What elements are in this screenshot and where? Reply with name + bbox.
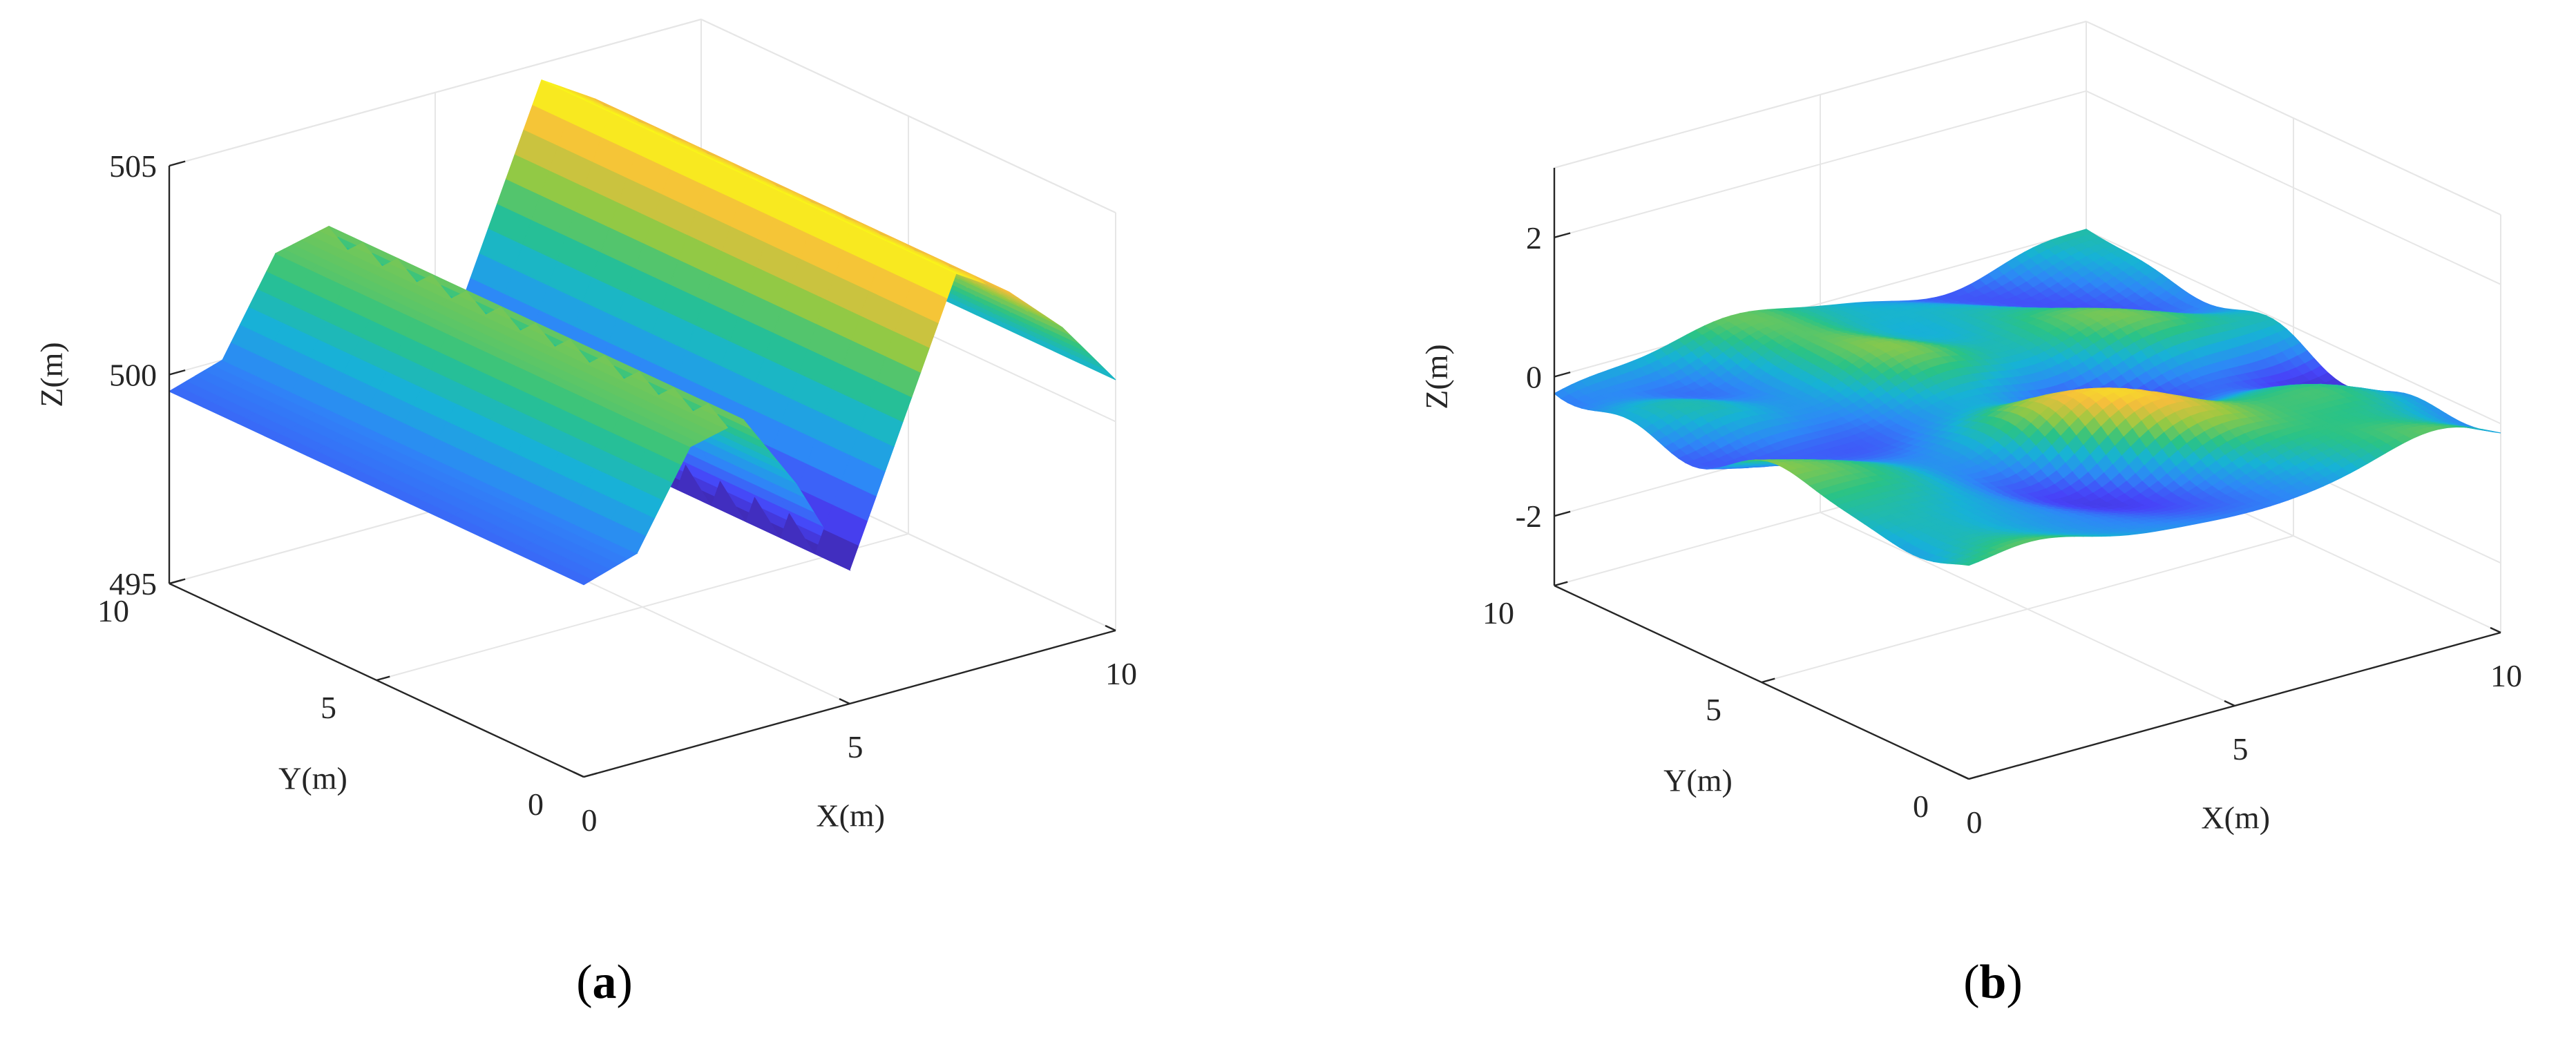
x-tick-label: 5 bbox=[2233, 731, 2249, 767]
floor-gridline-y bbox=[376, 533, 909, 681]
top-edge bbox=[700, 19, 1116, 213]
back-wall-gridline-horizontal bbox=[1554, 90, 2087, 238]
panel-a-axes bbox=[168, 160, 1116, 778]
x-tick bbox=[2224, 700, 2235, 707]
side-wall-gridline-horizontal bbox=[2086, 90, 2501, 285]
back-wall-gridline-horizontal bbox=[1554, 229, 2087, 378]
z-tick bbox=[169, 160, 186, 167]
y-tick bbox=[1968, 774, 1983, 780]
x-tick bbox=[2490, 626, 2501, 634]
z-tick-label: 505 bbox=[109, 148, 157, 184]
panel-a-surface bbox=[168, 79, 1116, 586]
y-tick-label: 10 bbox=[1482, 595, 1514, 630]
y-tick bbox=[1761, 677, 1775, 684]
surface-patch bbox=[2485, 430, 2501, 434]
z-tick-label: 500 bbox=[109, 358, 157, 393]
x-axis-title: X(m) bbox=[2201, 800, 2270, 835]
surface-patch bbox=[1071, 354, 1116, 381]
caption-b: (b) bbox=[1963, 956, 2023, 1009]
z-tick-label: 2 bbox=[1526, 220, 1542, 256]
y-tick-label: 0 bbox=[1913, 789, 1929, 824]
panel-b-chart: 0 5 10 0 5 10 -2 0 2 X(m) Y(m) Z(m) bbox=[1419, 21, 2522, 840]
y-tick-label: 10 bbox=[97, 593, 129, 628]
x-tick-label: 10 bbox=[1105, 656, 1137, 691]
z-tick-label: 495 bbox=[109, 566, 157, 601]
x-tick-label: 5 bbox=[848, 729, 864, 764]
y-tick bbox=[583, 772, 598, 778]
x-axis-title: X(m) bbox=[816, 798, 885, 833]
z-axis-title: Z(m) bbox=[1419, 344, 1454, 410]
y-tick-label: 0 bbox=[528, 787, 544, 822]
z-tick bbox=[1554, 510, 1571, 517]
y-tick bbox=[1554, 581, 1568, 587]
z-tick bbox=[169, 578, 186, 585]
top-edge bbox=[169, 19, 702, 166]
x-tick bbox=[839, 697, 850, 705]
z-tick bbox=[1554, 232, 1571, 238]
y-axis-title: Y(m) bbox=[278, 760, 347, 796]
x-tick-label: 0 bbox=[1967, 805, 1983, 840]
y-tick-label: 5 bbox=[321, 690, 336, 725]
side-wall-gridline-horizontal bbox=[2086, 229, 2501, 425]
caption-a: (a) bbox=[576, 956, 633, 1009]
z-tick-label: -2 bbox=[1516, 499, 1542, 534]
top-edge bbox=[2086, 21, 2501, 215]
floor-gridline-y bbox=[1761, 535, 2294, 683]
z-tick-label: 0 bbox=[1526, 360, 1542, 395]
y-tick-label: 5 bbox=[1706, 692, 1721, 727]
y-axis-title: Y(m) bbox=[1663, 762, 1733, 798]
x-tick bbox=[1958, 773, 1969, 780]
z-tick bbox=[169, 369, 186, 376]
y-tick bbox=[376, 675, 390, 682]
top-edge bbox=[1554, 21, 2087, 168]
x-tick bbox=[573, 771, 584, 778]
x-tick-label: 10 bbox=[2490, 658, 2522, 693]
x-tick bbox=[1105, 624, 1116, 632]
panel-b-surface bbox=[1553, 229, 2501, 566]
z-axis-title: Z(m) bbox=[34, 342, 69, 407]
z-tick bbox=[1554, 371, 1571, 378]
x-tick-label: 0 bbox=[582, 802, 598, 838]
